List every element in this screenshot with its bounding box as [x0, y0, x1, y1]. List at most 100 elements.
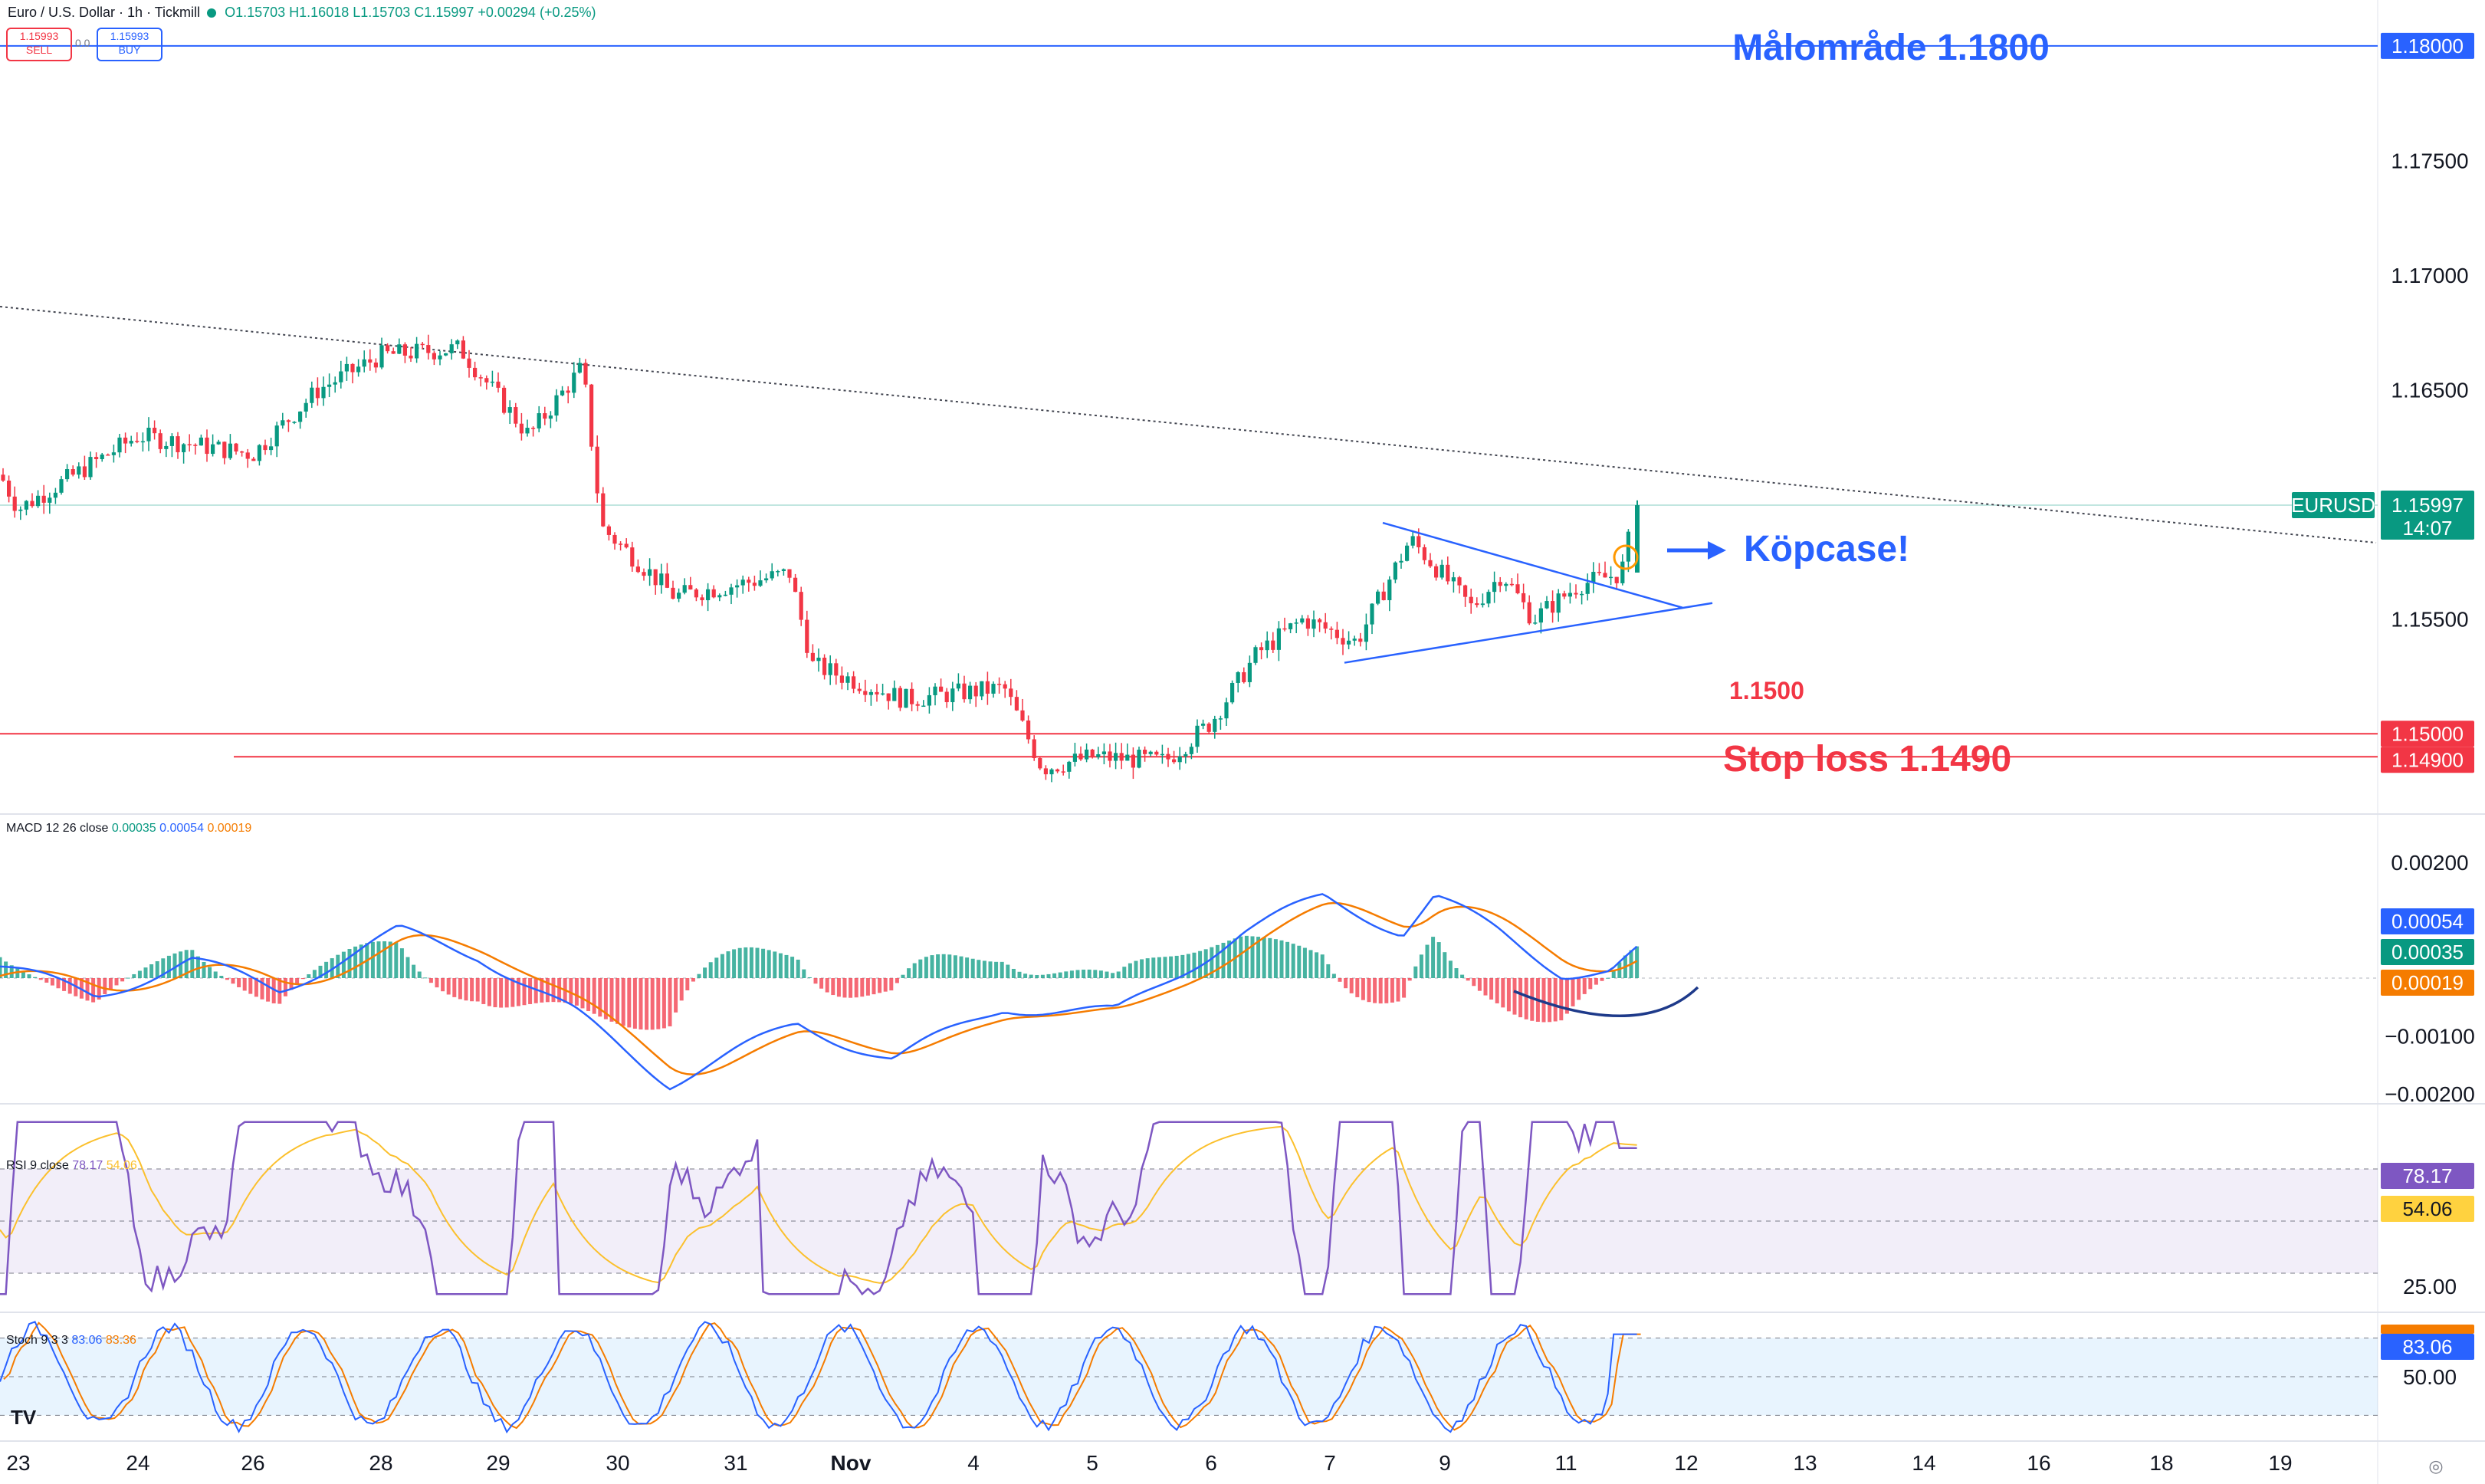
macd-hist-bar — [510, 978, 515, 1007]
macd-hist-bar — [1262, 937, 1266, 978]
macd-hist-bar — [703, 967, 707, 978]
candle-body — [735, 585, 740, 588]
candle-body — [182, 444, 186, 452]
level-1150-annotation: 1.1500 — [1729, 677, 1804, 704]
macd-hist-bar — [592, 978, 596, 1014]
macd-hist-bar — [1151, 957, 1156, 978]
macd-value-3: 0.00019 — [207, 822, 252, 835]
candle-body — [711, 589, 716, 598]
candle-body — [286, 420, 291, 422]
macd-hist-bar — [1157, 957, 1161, 978]
macd-hist-bar — [796, 959, 800, 978]
macd-hist-bar — [959, 956, 963, 978]
macd-hist-bar — [67, 978, 72, 994]
candle-body — [1177, 756, 1182, 763]
candle-body — [1620, 561, 1625, 583]
macd-hist-bar — [248, 978, 253, 994]
macd-hist-bar — [1128, 963, 1132, 978]
macd-hist-bar — [475, 978, 480, 1002]
macd-hist-bar — [1174, 955, 1179, 978]
candle-body — [240, 451, 245, 453]
candle-body — [373, 362, 378, 368]
macd-hist-bar — [1472, 978, 1476, 987]
macd-hist-bar — [394, 942, 399, 978]
sell-button[interactable]: 1.15993 SELL — [6, 28, 72, 61]
rsi-ma-line — [0, 1125, 1637, 1284]
stoch-legend[interactable]: Stoch 9 3 3 83.06 83.36 — [6, 1334, 136, 1348]
macd-hist-bar — [1326, 964, 1331, 978]
candle-body — [48, 497, 52, 503]
macd-hist-bar — [195, 956, 200, 978]
rsi-ma-tag: 54.06 — [2402, 1197, 2452, 1220]
candle-body — [601, 493, 606, 527]
candle-body — [379, 345, 384, 368]
candle-body — [1498, 582, 1502, 586]
macd-hist-bar — [1140, 959, 1144, 978]
rsi-legend[interactable]: RSI 9 close 78.17 54.06 — [6, 1159, 137, 1173]
candle-body — [1143, 750, 1147, 754]
macd-hist-bar — [353, 946, 358, 978]
macd-hist-bar — [632, 978, 637, 1029]
macd-hist-bar — [1052, 973, 1057, 978]
x-tick-label: 18 — [2149, 1451, 2173, 1475]
candle-body — [1545, 601, 1549, 609]
macd-hist-bar — [15, 968, 20, 978]
macd-hist-bar — [994, 961, 999, 978]
macd-hist-bar — [598, 978, 602, 1017]
candle-body — [397, 344, 402, 354]
macd-hist-bar — [1541, 978, 1546, 1023]
settings-icon: ◎ — [2428, 1456, 2443, 1476]
macd-hist-bar — [4, 961, 8, 978]
macd-hist-bar — [62, 978, 67, 991]
macd-hist-bar — [522, 978, 527, 1006]
macd-hist-bar — [137, 970, 142, 978]
candle-body — [59, 479, 64, 493]
candle-body — [1614, 576, 1619, 583]
macd-hist-bar — [557, 978, 562, 1003]
buy-button[interactable]: 1.15993 BUY — [97, 28, 162, 61]
macd-hist-bar — [1331, 973, 1336, 978]
candle-body — [426, 345, 431, 353]
macd-legend[interactable]: MACD 12 26 close 0.00035 0.00054 0.00019 — [6, 822, 251, 836]
candle-body — [1574, 593, 1578, 595]
candle-body — [659, 573, 664, 586]
macd-hist-bar — [1349, 978, 1354, 993]
candle-body — [402, 344, 407, 356]
macd-hist-bar — [1186, 954, 1190, 978]
candle-body — [997, 684, 1002, 685]
candle-body — [1020, 710, 1025, 721]
candle-body — [18, 509, 23, 511]
macd-hist-bar — [708, 962, 713, 978]
macd-hist-bar — [1116, 971, 1121, 978]
candle-body — [36, 495, 41, 507]
candle-body — [88, 457, 93, 478]
macd-hist-bar — [977, 960, 981, 978]
macd-hist-bar — [231, 978, 235, 984]
candle-body — [752, 583, 757, 586]
macd-hist-bar — [499, 978, 504, 1008]
macd-hist-bar — [359, 944, 363, 978]
candle-body — [1189, 747, 1193, 754]
x-tick-label: 16 — [2027, 1451, 2050, 1475]
macd-hist-bar — [1268, 937, 1272, 978]
candle-body — [747, 579, 751, 583]
candle-body — [514, 407, 518, 424]
candle-body — [1635, 505, 1640, 573]
candle-body — [915, 704, 920, 706]
candle-body — [758, 580, 763, 586]
macd-hist-bar — [819, 978, 824, 989]
ohlc-readout: O1.15703 H1.16018 L1.15703 C1.15997 +0.0… — [225, 5, 596, 20]
rsi-value: 78.17 — [72, 1159, 103, 1172]
macd-hist-bar — [889, 978, 894, 991]
macd-hist-bar — [1046, 973, 1051, 978]
candle-body — [1282, 628, 1287, 630]
candle-body — [216, 442, 221, 445]
candle-body — [1492, 582, 1497, 593]
candle-body — [100, 454, 104, 460]
macd-hist-bar — [1105, 971, 1109, 978]
countdown-tag: 14:07 — [2402, 517, 2452, 540]
stoch-k-value: 83.06 — [71, 1334, 103, 1347]
macd-hist-bar — [883, 978, 888, 992]
candle-body — [904, 688, 908, 708]
